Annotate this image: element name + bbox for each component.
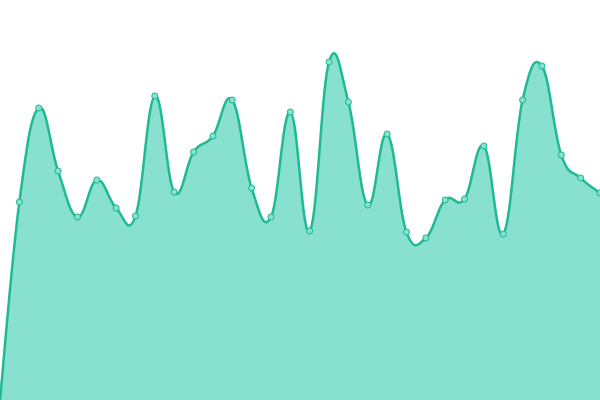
point bbox=[325, 58, 333, 66]
point bbox=[131, 212, 139, 220]
point bbox=[190, 148, 198, 156]
point bbox=[267, 213, 275, 221]
point bbox=[73, 213, 81, 221]
point bbox=[538, 62, 546, 70]
area bbox=[0, 53, 600, 400]
point bbox=[112, 204, 120, 212]
point bbox=[93, 176, 101, 184]
point bbox=[596, 189, 600, 197]
point bbox=[209, 132, 217, 140]
point bbox=[519, 96, 527, 104]
point bbox=[577, 174, 585, 182]
point bbox=[364, 201, 372, 209]
point bbox=[35, 104, 43, 112]
point bbox=[383, 130, 391, 138]
point bbox=[557, 151, 565, 159]
point bbox=[480, 142, 488, 150]
point bbox=[228, 96, 236, 104]
point bbox=[441, 196, 449, 204]
point bbox=[286, 108, 294, 116]
point bbox=[306, 227, 314, 235]
point bbox=[344, 98, 352, 106]
point bbox=[151, 92, 159, 100]
point bbox=[15, 198, 23, 206]
point bbox=[499, 230, 507, 238]
point bbox=[54, 167, 62, 175]
point bbox=[422, 234, 430, 242]
point bbox=[461, 195, 469, 203]
point bbox=[170, 188, 178, 196]
point bbox=[248, 184, 256, 192]
point bbox=[402, 228, 410, 236]
